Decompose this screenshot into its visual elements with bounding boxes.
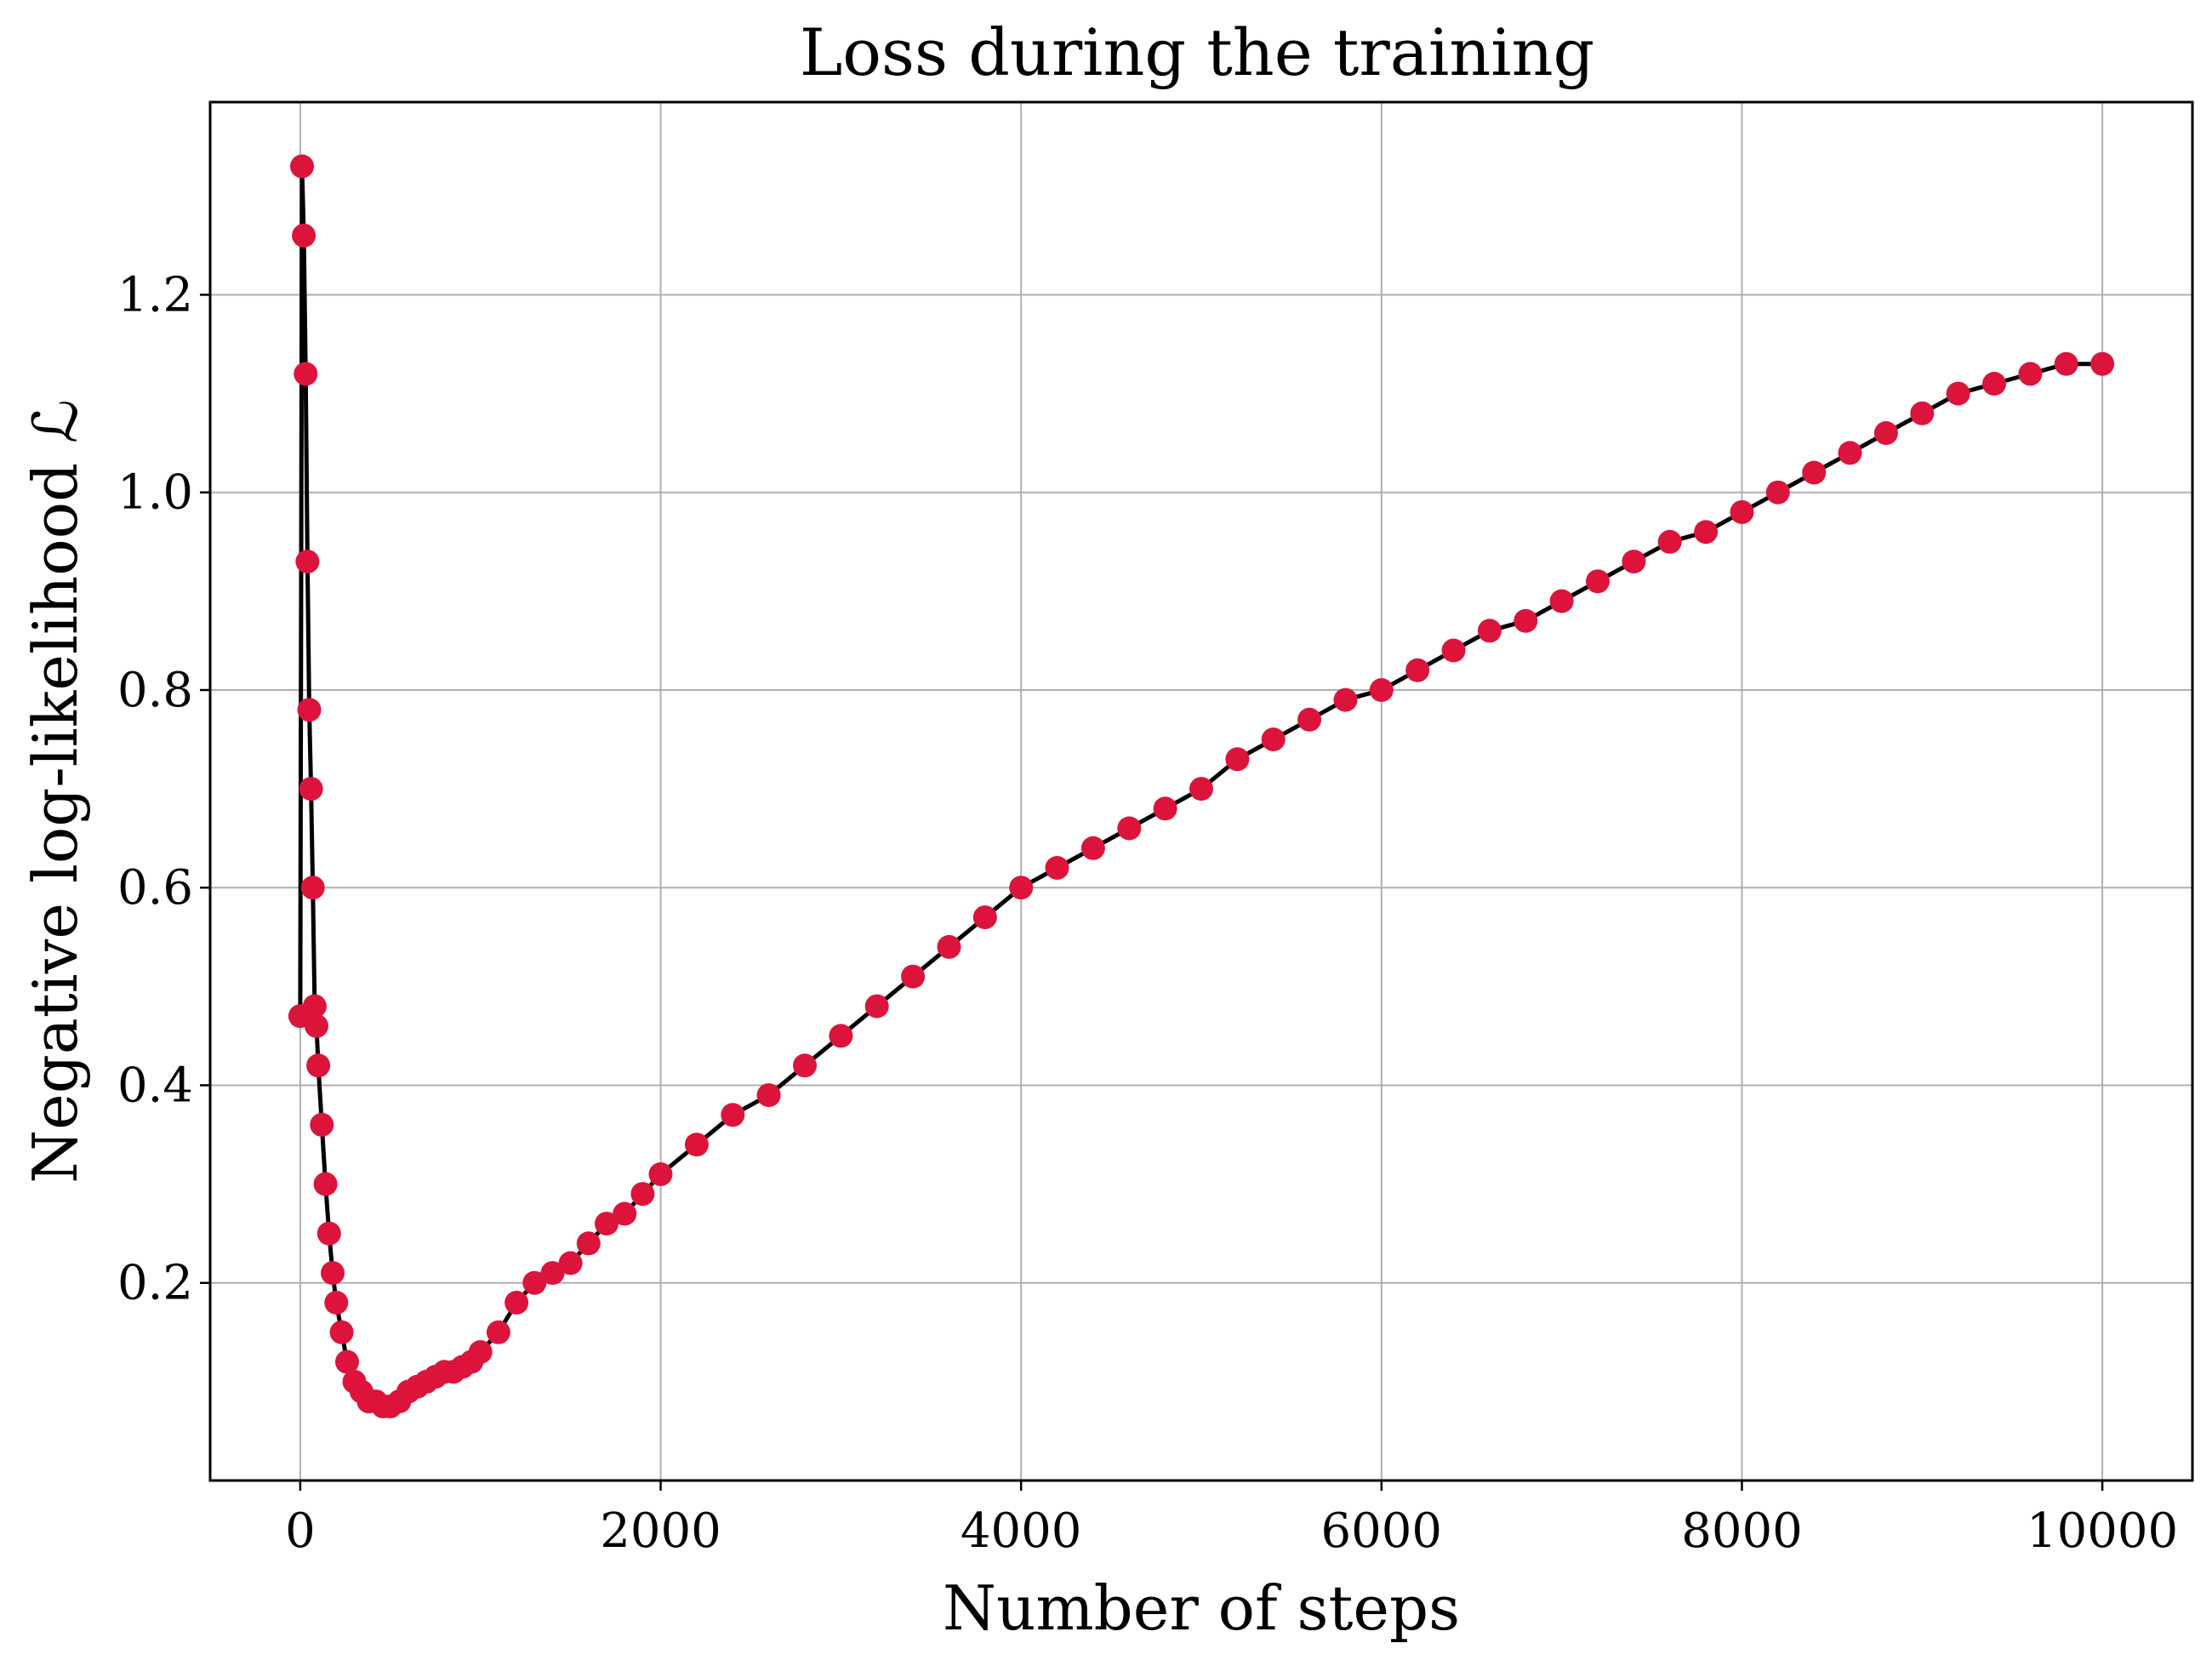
loss-point — [1189, 777, 1213, 802]
loss-point — [1333, 688, 1358, 712]
x-tick-label: 6000 — [1321, 1503, 1443, 1559]
loss-point — [2018, 362, 2043, 386]
loss-point — [1910, 401, 1935, 425]
loss-point — [1080, 836, 1105, 860]
loss-point — [1622, 550, 1646, 573]
y-tick-label: 0.8 — [117, 663, 193, 718]
loss-point — [313, 1172, 338, 1196]
y-axis-label: Negative log-likelihood ℒ — [20, 399, 91, 1184]
loss-point — [595, 1212, 619, 1236]
loss-point — [292, 223, 316, 248]
loss-point — [558, 1251, 583, 1275]
loss-point — [302, 994, 327, 1018]
y-tick-label: 1.0 — [117, 465, 193, 521]
plot-frame — [208, 100, 2194, 1482]
loss-point — [1586, 569, 1610, 594]
loss-point — [310, 1112, 334, 1137]
loss-point — [937, 934, 961, 959]
loss-point — [1873, 421, 1898, 445]
loss-point — [321, 1261, 345, 1286]
loss-point — [299, 777, 323, 802]
loss-point — [1730, 499, 1754, 524]
chart-title: Loss during the training — [800, 14, 1594, 90]
loss-point — [613, 1201, 637, 1226]
loss-point — [1405, 658, 1430, 682]
loss-point — [793, 1053, 817, 1078]
loss-point — [829, 1024, 853, 1048]
ticks: 0 2000 4000 6000 8000 10000 0.2 0.4 0.6 0.8 1.0 1.2 — [117, 267, 2178, 1559]
x-tick-label: 4000 — [961, 1503, 1082, 1559]
loss-point — [1946, 381, 1970, 406]
loss-point — [756, 1083, 781, 1108]
y-tick-label: 0.4 — [117, 1058, 193, 1113]
data-series — [288, 154, 2115, 1418]
loss-point — [2054, 351, 2078, 376]
loss-point — [294, 362, 318, 386]
loss-point — [1261, 727, 1286, 751]
loss-point — [297, 698, 322, 722]
loss-point — [1441, 638, 1466, 663]
loss-point — [329, 1320, 354, 1344]
loss-point — [721, 1103, 745, 1127]
loss-point — [335, 1349, 359, 1374]
loss-point — [295, 550, 320, 573]
loss-point — [316, 1221, 341, 1246]
loss-point — [1694, 520, 1719, 545]
loss-point — [1838, 441, 1862, 465]
loss-point — [684, 1133, 709, 1157]
loss-point — [486, 1320, 510, 1344]
loss-point — [1369, 678, 1394, 702]
loss-point — [540, 1261, 565, 1286]
y-tick-label: 0.2 — [117, 1256, 193, 1311]
x-tick-label: 0 — [285, 1503, 316, 1559]
loss-point — [864, 994, 889, 1018]
x-tick-label: 8000 — [1681, 1503, 1803, 1559]
x-tick-label: 2000 — [600, 1503, 721, 1559]
loss-point — [972, 905, 997, 930]
loss-point — [1982, 372, 2006, 396]
y-tick-label: 1.2 — [117, 267, 193, 322]
loss-point — [1802, 460, 1827, 485]
loss-point — [1477, 619, 1502, 643]
loss-point — [305, 1013, 328, 1038]
loss-point — [1117, 816, 1142, 841]
loss-point — [901, 964, 926, 989]
loss-point — [1765, 480, 1790, 505]
loss-point — [648, 1162, 673, 1186]
loss-point — [576, 1231, 601, 1256]
y-tick-label: 0.6 — [117, 860, 193, 916]
loss-point — [2090, 351, 2115, 376]
loss-point — [300, 876, 325, 900]
loss-point — [1657, 529, 1682, 554]
loss-point — [1153, 796, 1177, 821]
loss-point — [522, 1270, 547, 1295]
loss-point — [1297, 707, 1322, 732]
loss-point — [290, 154, 314, 179]
loss-point — [1045, 856, 1069, 880]
loss-point — [1549, 589, 1574, 613]
loss-point — [1225, 747, 1250, 772]
x-axis-label: Number of steps — [943, 1572, 1460, 1644]
loss-point — [324, 1291, 349, 1315]
loss-point — [306, 1053, 331, 1078]
loss-point — [1009, 876, 1034, 900]
loss-point — [630, 1182, 655, 1207]
loss-point — [505, 1291, 529, 1315]
loss-point — [468, 1340, 493, 1364]
x-tick-label: 10000 — [2027, 1503, 2178, 1559]
loss-point — [1514, 608, 1538, 633]
